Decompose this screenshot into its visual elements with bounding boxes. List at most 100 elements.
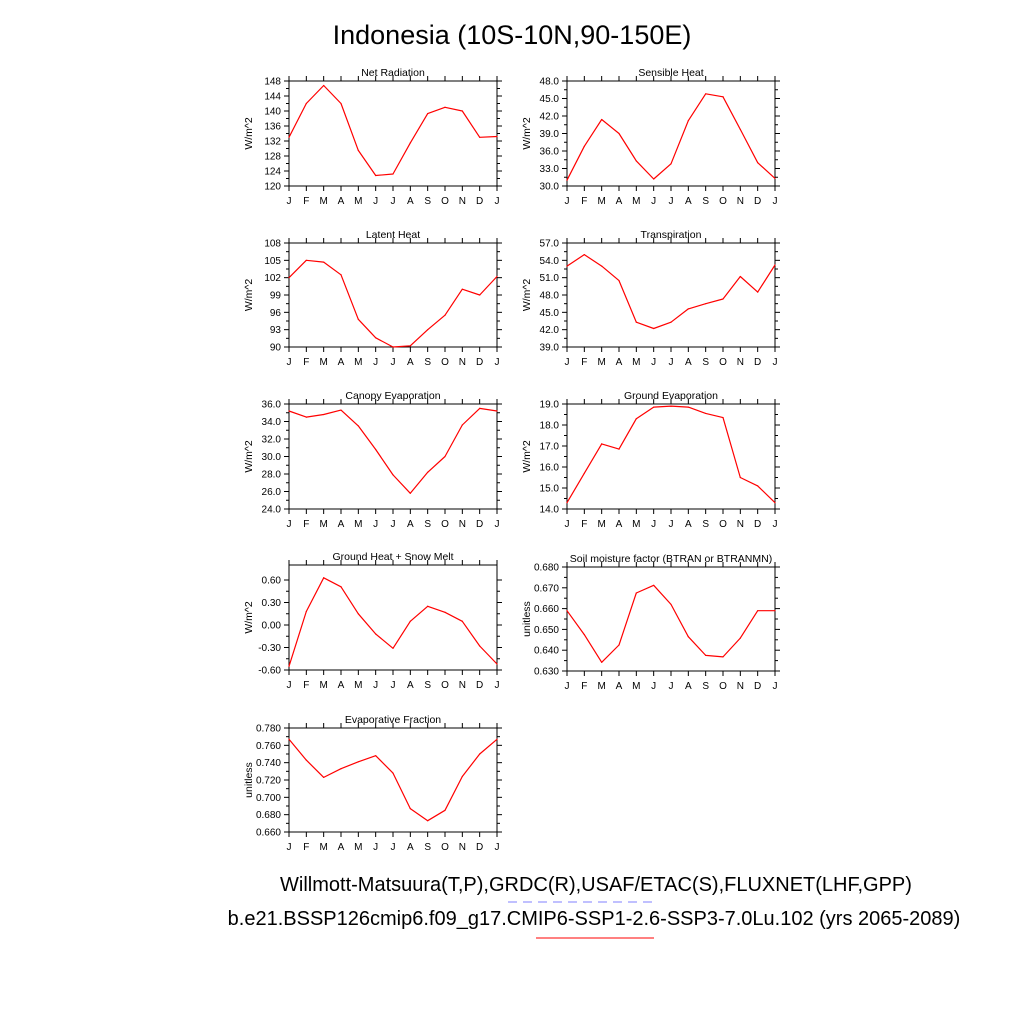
- data-point: [479, 753, 481, 755]
- data-point: [409, 492, 411, 494]
- x-tick-label: J: [373, 519, 378, 530]
- data-point: [305, 610, 307, 613]
- data-point: [687, 636, 689, 638]
- y-axis-label: W/m^2: [521, 117, 533, 150]
- x-tick-label: A: [407, 196, 414, 207]
- data-point: [323, 261, 325, 263]
- x-tick-label: F: [303, 680, 309, 691]
- x-tick-label: A: [616, 519, 623, 530]
- data-point: [618, 132, 620, 135]
- x-tick-label: J: [391, 842, 396, 853]
- data-point: [496, 275, 498, 278]
- x-tick-label: M: [319, 842, 327, 853]
- chart-panel-4: Transpiration W/m^2 39.0 42.0 45.0 48.0 51.0 54…: [521, 229, 780, 368]
- x-tick-label: A: [338, 357, 345, 368]
- y-tick-label: 140: [264, 107, 281, 118]
- x-tick-label: M: [319, 196, 327, 207]
- data-point: [705, 303, 707, 305]
- x-tick-label: J: [287, 196, 292, 207]
- x-tick-label: N: [459, 357, 466, 368]
- data-point: [566, 502, 568, 504]
- model-series-line: [288, 259, 498, 348]
- data-point: [357, 761, 359, 763]
- x-tick-label: N: [737, 196, 744, 207]
- data-point: [757, 162, 759, 164]
- x-tick-label: J: [773, 519, 778, 530]
- y-tick-label: 48.0: [540, 291, 560, 302]
- y-tick-label: -0.30: [258, 643, 281, 654]
- x-tick-label: D: [476, 357, 483, 368]
- data-point: [635, 160, 637, 162]
- data-point: [635, 321, 637, 323]
- y-tick-label: 144: [264, 92, 281, 103]
- chart-title: Latent Heat: [366, 229, 420, 241]
- y-tick-label: 28.0: [262, 470, 282, 481]
- x-tick-label: J: [651, 681, 656, 692]
- data-point: [583, 145, 585, 147]
- x-tick-label: J: [651, 357, 656, 368]
- data-point: [409, 620, 411, 622]
- x-tick-label: J: [287, 357, 292, 368]
- data-point: [409, 345, 411, 347]
- data-point: [461, 424, 463, 426]
- plot-frame: [288, 564, 498, 671]
- x-tick-label: S: [702, 519, 709, 530]
- x-tick-label: M: [597, 196, 605, 207]
- x-tick-label: J: [495, 680, 500, 691]
- y-tick-label: 128: [264, 152, 281, 163]
- data-point: [687, 120, 689, 122]
- data-point: [583, 253, 585, 256]
- y-tick-label: 18.0: [540, 421, 560, 432]
- data-point: [357, 149, 359, 151]
- y-tick-label: 120: [264, 182, 281, 193]
- y-tick-label: 51.0: [540, 273, 560, 284]
- data-point: [444, 314, 446, 316]
- data-point: [774, 264, 776, 266]
- data-point: [479, 136, 481, 138]
- x-tick-label: J: [373, 196, 378, 207]
- model-series-line: [288, 84, 498, 177]
- x-tick-label: D: [754, 357, 761, 368]
- x-tick-label: M: [354, 680, 362, 691]
- x-tick-label: J: [773, 196, 778, 207]
- y-tick-label: 124: [264, 167, 281, 178]
- data-point: [392, 647, 394, 649]
- data-point: [635, 418, 637, 420]
- y-tick-label: 93: [270, 325, 282, 336]
- data-point: [288, 410, 290, 412]
- x-tick-label: S: [424, 842, 431, 853]
- x-tick-label: J: [391, 196, 396, 207]
- chart-panel-9: Evaporative Fraction unitless 0.660 0.680 0.…: [243, 714, 502, 853]
- data-point: [739, 275, 741, 278]
- data-point: [288, 136, 290, 138]
- data-point: [774, 610, 776, 612]
- x-tick-label: J: [287, 519, 292, 530]
- data-point: [409, 808, 411, 810]
- data-point: [427, 329, 429, 331]
- x-tick-label: J: [565, 519, 570, 530]
- x-tick-label: J: [565, 196, 570, 207]
- data-point: [566, 265, 568, 267]
- y-tick-label: 54.0: [540, 256, 560, 267]
- data-point: [496, 410, 498, 412]
- data-point: [375, 337, 377, 339]
- x-tick-label: A: [407, 357, 414, 368]
- y-tick-label: 45.0: [540, 94, 560, 105]
- y-tick-label: 96: [270, 308, 282, 319]
- y-axis-label: W/m^2: [243, 117, 255, 150]
- plot-frame: [566, 566, 776, 672]
- model-series-line: [566, 405, 776, 504]
- x-tick-label: J: [391, 519, 396, 530]
- y-tick-label: 14.0: [540, 505, 560, 516]
- y-tick-label: 0.680: [256, 810, 281, 821]
- x-tick-label: F: [303, 519, 309, 530]
- y-tick-label: 57.0: [540, 239, 560, 250]
- data-point: [670, 321, 672, 323]
- data-point: [722, 96, 724, 98]
- x-tick-label: O: [441, 680, 449, 691]
- data-point: [340, 274, 342, 276]
- y-tick-label: 0.740: [256, 758, 281, 769]
- data-point: [687, 308, 689, 310]
